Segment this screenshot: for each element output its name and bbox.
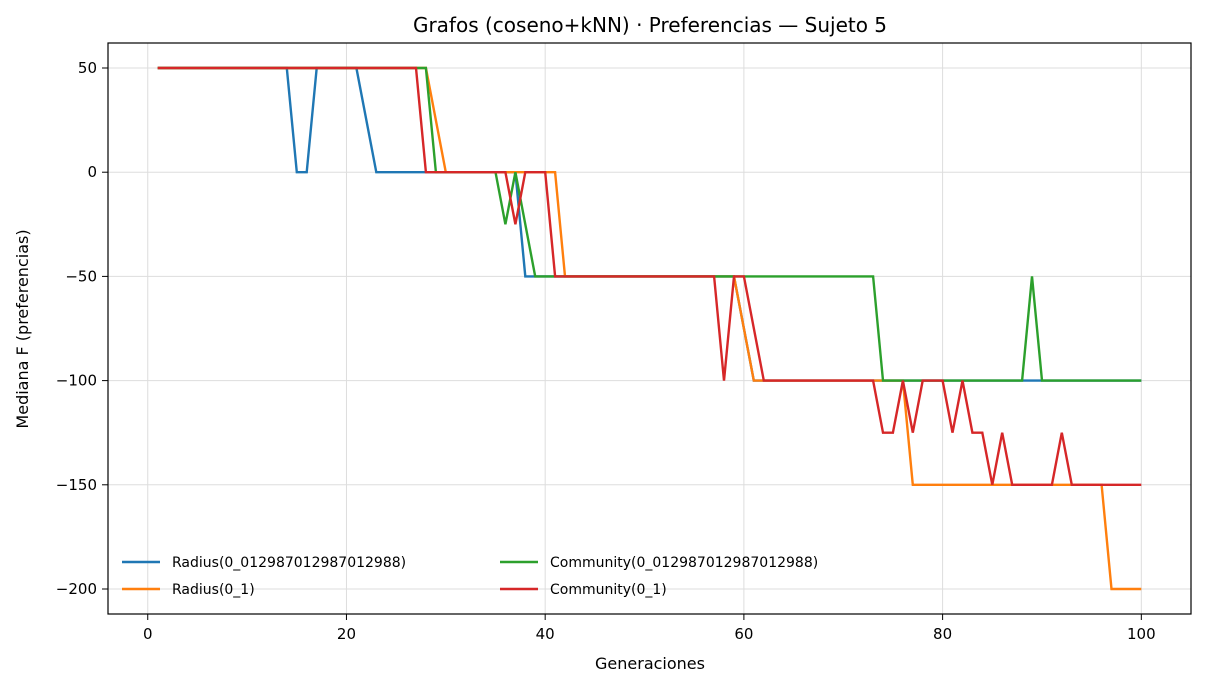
x-tick-label: 0 xyxy=(143,625,153,643)
series-line-3 xyxy=(157,66,1142,486)
series-line-1 xyxy=(157,66,1142,591)
legend-label-0: Radius(0_012987012987012988) xyxy=(172,555,406,571)
y-tick-label: −200 xyxy=(56,580,97,598)
x-tick-label: 60 xyxy=(734,625,753,643)
plot-frame xyxy=(107,42,1192,615)
x-axis-label: Generaciones xyxy=(595,654,705,673)
y-tick-label: 0 xyxy=(87,163,97,181)
legend-label-1: Radius(0_1) xyxy=(172,582,255,598)
x-tick-label: 20 xyxy=(337,625,356,643)
series-lines xyxy=(157,66,1142,591)
y-tick-label: 50 xyxy=(78,59,97,77)
chart-title: Grafos (coseno+kNN) · Preferencias — Suj… xyxy=(413,13,887,37)
x-tick-label: 80 xyxy=(933,625,952,643)
legend-label-3: Community(0_1) xyxy=(550,582,667,598)
x-tick-label: 100 xyxy=(1127,625,1156,643)
series-line-2 xyxy=(157,66,1142,382)
legend-label-2: Community(0_012987012987012988) xyxy=(550,555,818,571)
y-tick-label: −100 xyxy=(56,372,97,390)
x-tick-label: 40 xyxy=(536,625,555,643)
grid xyxy=(108,43,1191,614)
series-line-0 xyxy=(157,66,1142,382)
y-tick-label: −50 xyxy=(65,267,97,285)
y-axis-label: Mediana F (preferencias) xyxy=(13,229,32,428)
legend: Radius(0_012987012987012988) Radius(0_1) C… xyxy=(122,555,818,598)
axis-ticks: 0 20 40 60 80 100 50 0 −50 −100 −150 −200 xyxy=(56,59,1156,643)
y-tick-label: −150 xyxy=(56,476,97,494)
